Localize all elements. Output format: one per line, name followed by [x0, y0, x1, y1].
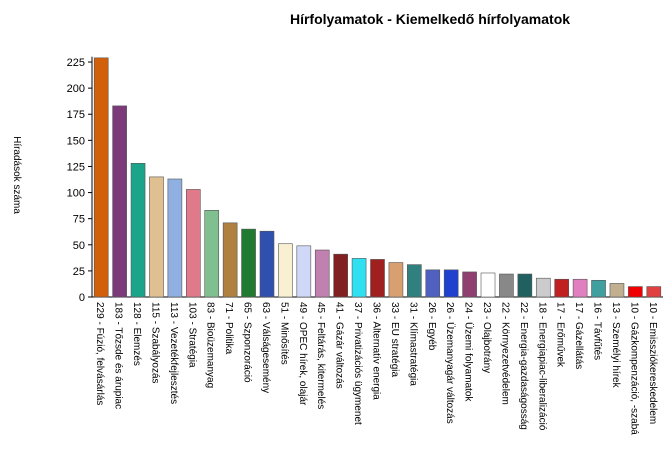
y-tick-label: 200: [67, 83, 85, 95]
x-tick-label: 37 - Privatizációs ügymenet: [352, 302, 363, 425]
bar: [591, 279, 606, 298]
y-tick-label: 25: [73, 266, 85, 278]
x-tick-label: 183 - Tőzsde és árupiac: [113, 302, 124, 409]
x-tick-label: 41 - Gázár változás: [334, 302, 345, 389]
y-tick-label: 150: [67, 135, 85, 147]
bar: [296, 245, 312, 298]
y-tick-label: 225: [67, 57, 85, 69]
bar: [186, 189, 201, 298]
x-tick-label: 31 - Klímastratégia: [407, 302, 418, 386]
x-tick-label: 26 - Egyéb: [426, 302, 437, 351]
bar: [370, 259, 385, 298]
x-tick-label: 51 - Minősítés: [278, 302, 289, 365]
x-tick-label: 229 - Fúzió, felvásárlás: [94, 302, 105, 405]
bar: [112, 105, 127, 298]
x-tick-label: 22 - Energia-gazdaságosság: [518, 302, 529, 430]
x-tick-label: 128 - Elemzés: [131, 302, 142, 366]
x-tick-label: 17 - Erőművek: [555, 302, 566, 368]
bar: [572, 278, 588, 298]
bar: [480, 272, 496, 298]
x-tick-label: 23 - Olajbotrány: [481, 302, 492, 373]
bar: [259, 230, 275, 298]
x-tick-label: 63 - Válságesemény: [260, 302, 271, 393]
x-tick-label: 45 - Feltárás, kitermelés: [315, 302, 326, 409]
bar: [130, 163, 146, 298]
y-tick-label: 0: [79, 292, 85, 304]
bar: [407, 264, 422, 298]
bar: [222, 222, 238, 298]
bar: [517, 273, 533, 298]
x-tick-label: 17 - Gázellátás: [573, 302, 584, 369]
x-tick-label: 18 - Energiapiac-liberalizáció: [536, 302, 547, 431]
x-tick-label: 13 - Személyi hírek: [610, 302, 621, 389]
x-tick-label: 113 - Vezetékfejlesztés: [168, 302, 179, 404]
chart-title: Hírfolyamatok - Kiemelkedő hírfolyamatok: [290, 11, 570, 27]
bar: [499, 273, 514, 298]
bar: [204, 210, 220, 298]
x-tick-label: 24 - Üzemi folyamatok: [463, 302, 475, 402]
x-tick-label: 49 - OPEC hírek, olajár: [297, 302, 308, 406]
x-tick-label: 115 - Szabályozás: [149, 302, 160, 384]
bar: [535, 277, 551, 298]
y-tick-label: 125: [67, 161, 85, 173]
y-tick-label: 50: [73, 240, 85, 252]
bar: [167, 178, 183, 298]
x-tick-label: 16 - Távfűtés: [592, 302, 603, 360]
bar: [554, 278, 569, 298]
x-tick-label: 33 - EU stratégia: [389, 302, 400, 377]
x-tick-label: 83 - Bioüzemanyag: [205, 302, 216, 388]
x-tick-label: 10 - Gázkompenzáció, -szabá: [628, 302, 639, 435]
x-tick-label: 26 - Üzemanyagár változás: [444, 302, 456, 424]
bar: [149, 176, 164, 298]
bar: [93, 57, 109, 298]
bar: [388, 262, 404, 298]
x-tick-label: 71 - Politika: [223, 302, 234, 355]
bar: [333, 253, 348, 298]
bar: [462, 271, 477, 298]
bar: [351, 258, 367, 298]
y-tick-label: 175: [67, 109, 85, 121]
bar: [628, 286, 643, 298]
x-tick-label: 36 - Alternatív energia: [371, 302, 382, 400]
x-tick-label: 103 - Stratégia: [186, 302, 197, 368]
x-tick-label: 22 - Környezetvédelem: [499, 302, 510, 405]
bar: [646, 286, 662, 298]
bar: [425, 269, 441, 298]
y-tick-label: 100: [67, 188, 85, 200]
y-axis-label: Híradások száma: [11, 136, 22, 214]
x-tick-label: 10 - Emissziókereskedelem: [647, 302, 658, 424]
bar: [609, 283, 625, 298]
bar: [278, 243, 293, 298]
bar: [241, 228, 256, 298]
bar: [314, 249, 330, 298]
x-tick-label: 65 - Szponzoráció: [242, 302, 253, 383]
bar: [443, 269, 459, 298]
y-tick-label: 75: [73, 214, 85, 226]
